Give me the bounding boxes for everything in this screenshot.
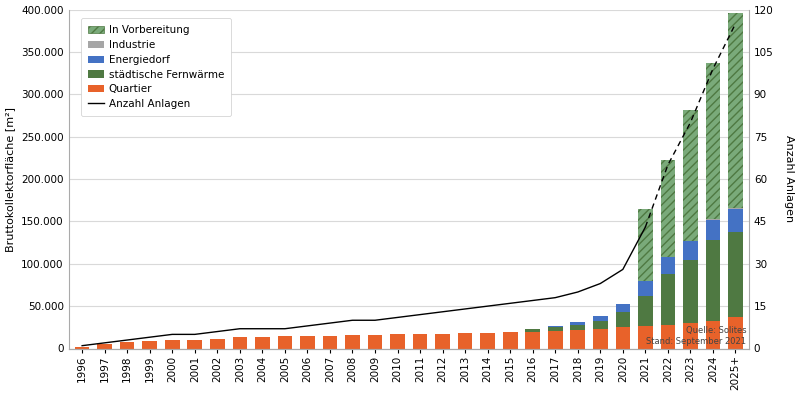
Bar	[615, 327, 630, 348]
Bar	[210, 339, 225, 348]
Bar	[368, 335, 382, 348]
Bar	[593, 316, 608, 322]
Bar	[728, 317, 743, 348]
Y-axis label: Anzahl Anlagen: Anzahl Anlagen	[785, 135, 794, 223]
Bar	[98, 344, 112, 348]
Bar	[728, 209, 743, 232]
Bar	[390, 334, 405, 348]
Bar	[683, 110, 698, 241]
Bar	[165, 340, 179, 348]
Bar	[661, 325, 675, 348]
Bar	[615, 312, 630, 327]
Bar	[661, 160, 675, 257]
Bar	[548, 326, 562, 327]
Bar	[728, 13, 743, 208]
Bar	[548, 331, 562, 348]
Bar	[413, 334, 427, 348]
Bar	[728, 208, 743, 209]
Bar	[683, 259, 698, 323]
Y-axis label: Bruttokollektorfläche [m²]: Bruttokollektorfläche [m²]	[6, 107, 15, 251]
Bar	[278, 336, 292, 348]
Bar	[300, 336, 314, 348]
Bar	[615, 327, 630, 348]
Bar	[233, 337, 247, 348]
Bar	[661, 325, 675, 348]
Bar	[638, 326, 653, 348]
Bar	[570, 322, 585, 325]
Bar	[526, 331, 540, 348]
Bar	[638, 326, 653, 348]
Bar	[255, 337, 270, 348]
Bar	[683, 323, 698, 348]
Text: Quelle: Solites
Stand: September 2021: Quelle: Solites Stand: September 2021	[646, 326, 746, 346]
Bar	[435, 334, 450, 348]
Bar	[683, 241, 698, 259]
Bar	[570, 325, 585, 330]
Bar	[661, 257, 675, 274]
Bar	[74, 347, 90, 348]
Bar	[345, 335, 360, 348]
Bar	[638, 209, 653, 281]
Bar	[593, 329, 608, 348]
Bar	[187, 340, 202, 348]
Bar	[120, 342, 134, 348]
Bar	[706, 220, 720, 240]
Bar	[480, 333, 495, 348]
Bar	[615, 304, 630, 312]
Bar	[142, 341, 157, 348]
Bar	[638, 281, 653, 296]
Bar	[706, 320, 720, 348]
Bar	[548, 331, 562, 348]
Legend: In Vorbereitung, Industrie, Energiedorf, städtische Fernwärme, Quartier, Anzahl : In Vorbereitung, Industrie, Energiedorf,…	[81, 18, 231, 116]
Bar	[593, 322, 608, 329]
Bar	[706, 219, 720, 220]
Bar	[706, 320, 720, 348]
Bar	[661, 274, 675, 325]
Bar	[526, 329, 540, 331]
Bar	[706, 240, 720, 320]
Bar	[638, 296, 653, 326]
Bar	[570, 330, 585, 348]
Bar	[503, 332, 518, 348]
Bar	[322, 336, 338, 348]
Bar	[458, 333, 473, 348]
Bar	[593, 329, 608, 348]
Bar	[548, 327, 562, 331]
Bar	[683, 323, 698, 348]
Bar	[706, 63, 720, 219]
Bar	[728, 232, 743, 317]
Bar	[570, 330, 585, 348]
Bar	[728, 317, 743, 348]
